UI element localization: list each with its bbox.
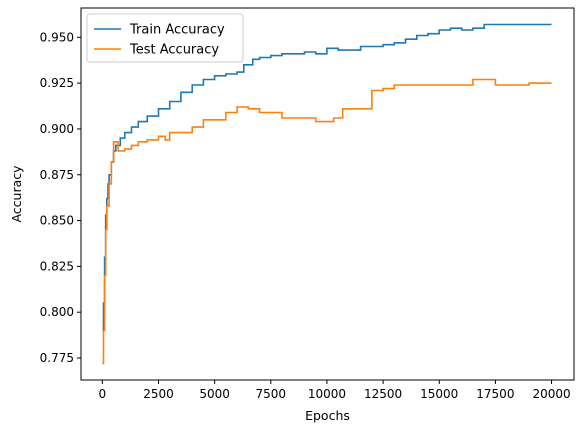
y-tick-label: 0.875 [40,168,74,182]
y-tick-label: 0.775 [40,351,74,365]
x-tick-label: 0 [99,387,107,401]
legend-label-train: Train Accuracy [129,23,225,38]
y-axis: 0.775 0.800 0.825 0.850 0.875 0.900 0.925 0.950 [40,30,81,365]
series-line-test [102,78,552,365]
x-axis-label: Epochs [305,408,350,423]
plot-area [102,23,552,365]
y-tick-label: 0.925 [40,76,74,90]
y-tick-label: 0.800 [40,305,74,319]
y-tick-label: 0.950 [40,30,74,44]
x-tick-label: 5000 [199,387,230,401]
series-line-train [102,23,552,332]
y-tick-label: 0.825 [40,259,74,273]
x-tick-label: 2500 [143,387,174,401]
x-tick-label: 17500 [476,387,514,401]
legend-label-test: Test Accuracy [129,43,219,58]
legend-box [86,13,244,63]
x-axis: 0 2500 5000 7500 10000 12500 15000 17500 20000 [99,380,571,401]
x-tick-label: 15000 [420,387,458,401]
y-axis-label: Accuracy [9,165,24,223]
x-tick-label: 20000 [532,387,570,401]
y-tick-label: 0.900 [40,122,74,136]
x-tick-label: 7500 [256,387,287,401]
x-tick-label: 10000 [308,387,346,401]
legend: Train Accuracy Test Accuracy [86,13,244,63]
x-tick-label: 12500 [364,387,402,401]
y-tick-label: 0.850 [40,214,74,228]
axes-frame [80,7,575,381]
